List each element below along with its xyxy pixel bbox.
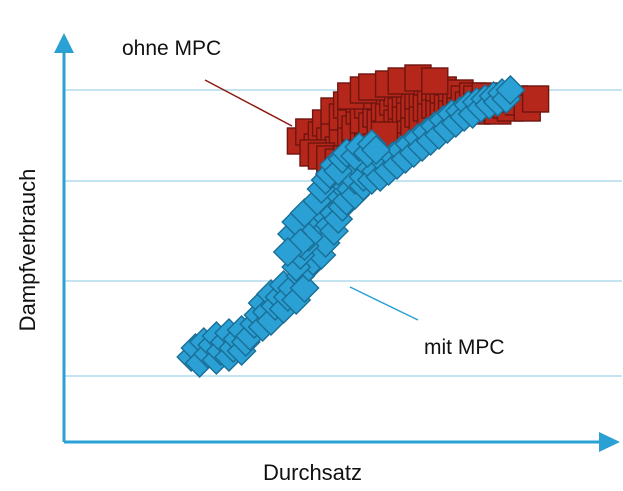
leader-line-mit-mpc — [349, 286, 419, 321]
annotation-leaders — [204, 79, 419, 321]
series-mit-mpc — [176, 75, 526, 378]
x-axis-arrowhead — [599, 432, 620, 452]
y-axis-arrowhead — [54, 33, 74, 53]
data-point-ohne-mpc-80 — [521, 85, 550, 113]
annotation-ohne-mpc: ohne MPC — [122, 37, 222, 60]
data-point-mit-mpc-34 — [289, 273, 320, 303]
data-point-mit-mpc-104 — [272, 237, 303, 267]
y-axis-label: Dampfverbrauch — [15, 168, 40, 332]
leader-line-ohne-mpc — [204, 79, 293, 127]
x-axis-label: Durchsatz — [263, 460, 363, 485]
data-point-mit-mpc-95 — [495, 75, 526, 105]
data-point-mit-mpc-117 — [361, 135, 391, 165]
annotation-mit-mpc: mit MPC — [424, 336, 505, 359]
axes — [54, 33, 620, 452]
data-point-ohne-mpc-96 — [421, 67, 449, 95]
